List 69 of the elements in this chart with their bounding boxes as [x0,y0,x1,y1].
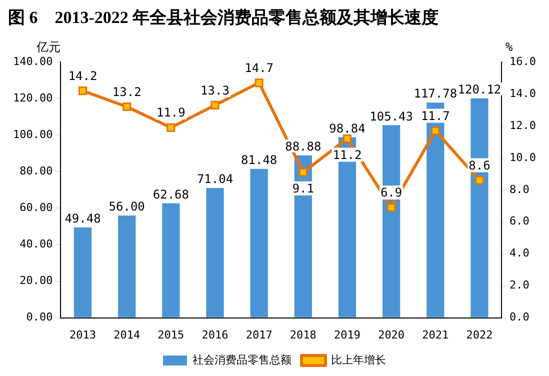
x-tick-label: 2014 [114,328,140,342]
legend-label: 社会消费品零售总额 [192,353,292,366]
point [431,126,440,136]
y-tick-label: 120.00 [12,91,53,104]
data-label: 49.48 [64,212,101,226]
data-label: 81.48 [241,153,278,168]
data-label: 120.12 [458,82,502,96]
data-label: 11.2 [332,148,362,162]
point [122,102,132,112]
point [342,134,352,144]
bar [470,98,488,318]
data-label: 88.88 [285,140,322,154]
bar [74,227,92,318]
point [210,100,220,110]
y-axis-title: 亿元 [36,40,61,54]
y2-tick-label: 2.0 [510,278,530,292]
y-tick-label: 100.00 [12,128,53,141]
point [166,123,176,132]
y2-tick-label: 6.0 [510,214,530,228]
data-label: 6.9 [380,186,402,200]
x-tick-label: 2017 [246,328,272,342]
data-label: 56.00 [108,200,145,214]
y2-tick-label: 12.0 [510,118,536,132]
data-label: 14.2 [68,68,98,83]
y2-tick-label: 14.0 [510,86,536,100]
bar [206,188,224,318]
chart-title: 图 6 2013-2022 年全县社会消费品零售总额及其增长速度 [7,7,440,29]
data-label: 9.1 [292,181,314,196]
point [78,86,88,96]
data-label: 105.43 [370,109,413,124]
bar [162,203,180,318]
point [475,176,484,185]
point [254,78,264,88]
y-tick-label: 80.00 [20,164,53,178]
y2-tick-label: 16.0 [510,54,536,68]
x-tick-label: 2013 [70,328,96,342]
x-tick-label: 2022 [466,328,493,342]
x-tick-label: 2015 [158,328,184,342]
data-label: 71.04 [196,172,234,186]
data-label: 117.78 [414,86,458,101]
bar [250,168,268,318]
y2-tick-label: 8.0 [510,182,530,196]
y-tick-label: 40.00 [20,238,53,251]
data-label: 8.6 [468,158,490,172]
data-label: 13.2 [112,84,142,99]
y2-tick-label: 0.0 [510,310,530,324]
data-label: 11.7 [420,108,450,123]
y2-axis-title: % [506,40,514,54]
y2-tick-label: 4.0 [510,246,530,260]
data-label: 14.7 [244,60,274,75]
y-tick-label: 60.00 [20,201,53,214]
x-tick-label: 2020 [378,328,405,342]
x-tick-label: 2018 [290,328,316,342]
y-tick-label: 20.00 [20,274,53,288]
data-label: 11.9 [156,106,186,120]
y-tick-label: 0.00 [26,310,53,324]
data-label: 13.3 [200,83,230,98]
data-label: 98.84 [329,121,366,136]
x-tick-label: 2019 [334,328,360,342]
point [298,168,308,177]
bar [382,125,400,318]
x-tick-label: 2016 [202,328,228,342]
point [387,203,396,212]
y-tick-label: 140.00 [12,54,53,68]
x-tick-label: 2021 [422,328,449,342]
data-label: 62.68 [152,187,189,202]
bar [118,215,136,318]
y2-tick-label: 10.0 [510,150,536,164]
legend-label: 比上年增长 [331,353,386,366]
